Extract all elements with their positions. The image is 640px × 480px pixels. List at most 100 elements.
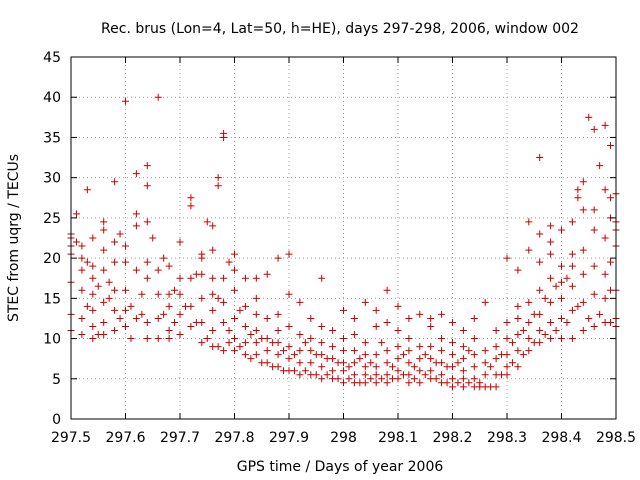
data-point bbox=[514, 331, 522, 339]
data-point bbox=[187, 194, 195, 202]
x-tick-label: 298.5 bbox=[596, 430, 636, 446]
data-point bbox=[122, 242, 129, 250]
data-point bbox=[607, 194, 615, 202]
data-point bbox=[220, 318, 228, 326]
data-point bbox=[301, 339, 309, 347]
data-point bbox=[481, 359, 489, 367]
data-point bbox=[252, 274, 260, 282]
data-point bbox=[607, 141, 615, 149]
data-point bbox=[410, 363, 418, 371]
data-point bbox=[405, 335, 413, 343]
data-point bbox=[416, 343, 424, 351]
data-point bbox=[187, 274, 195, 282]
data-point bbox=[274, 254, 282, 262]
data-point bbox=[100, 226, 108, 234]
data-point bbox=[122, 306, 129, 314]
data-point bbox=[547, 250, 555, 258]
data-point bbox=[454, 359, 462, 367]
data-point bbox=[601, 270, 609, 278]
data-point bbox=[83, 258, 91, 266]
data-point bbox=[318, 363, 326, 371]
data-point bbox=[383, 347, 391, 355]
data-point bbox=[236, 306, 244, 314]
data-point bbox=[132, 210, 140, 218]
data-point bbox=[449, 383, 456, 391]
data-point bbox=[579, 178, 587, 186]
data-point bbox=[525, 218, 533, 226]
data-point bbox=[122, 258, 129, 266]
data-point bbox=[318, 322, 326, 330]
data-point bbox=[465, 347, 473, 355]
data-point bbox=[596, 162, 604, 170]
data-point bbox=[514, 363, 522, 371]
axis-ticks bbox=[70, 56, 617, 420]
y-tick-label: 5 bbox=[52, 372, 61, 388]
data-point bbox=[579, 206, 587, 214]
data-point bbox=[231, 286, 238, 294]
data-point bbox=[449, 318, 456, 326]
data-point bbox=[187, 302, 195, 310]
data-point bbox=[568, 306, 576, 314]
data-point bbox=[72, 210, 80, 218]
data-point bbox=[416, 355, 424, 363]
data-point bbox=[378, 339, 386, 347]
data-point bbox=[220, 274, 228, 282]
data-point bbox=[405, 314, 413, 322]
data-point bbox=[438, 335, 446, 343]
data-point bbox=[236, 343, 244, 351]
data-point bbox=[558, 226, 565, 234]
data-point bbox=[307, 335, 315, 343]
x-tick-label: 298.3 bbox=[487, 430, 527, 446]
data-point bbox=[563, 318, 571, 326]
data-point bbox=[334, 375, 342, 383]
data-point bbox=[585, 314, 593, 322]
data-point bbox=[154, 314, 162, 322]
data-point bbox=[285, 343, 293, 351]
data-point bbox=[290, 351, 298, 359]
data-point bbox=[568, 262, 576, 270]
data-point bbox=[100, 298, 108, 306]
data-point bbox=[171, 318, 179, 326]
data-point bbox=[394, 302, 402, 310]
data-point bbox=[252, 339, 260, 347]
data-point bbox=[372, 371, 380, 379]
data-point bbox=[590, 322, 598, 330]
data-point bbox=[361, 351, 369, 359]
data-point bbox=[470, 335, 478, 343]
data-point bbox=[209, 327, 217, 335]
data-point bbox=[241, 274, 249, 282]
data-point bbox=[350, 371, 358, 379]
y-tick-label: 10 bbox=[43, 332, 61, 348]
data-point bbox=[318, 351, 326, 359]
data-point bbox=[601, 294, 609, 302]
data-point bbox=[225, 339, 233, 347]
data-point bbox=[296, 331, 304, 339]
data-point bbox=[165, 262, 173, 270]
data-point bbox=[601, 234, 609, 242]
data-point bbox=[552, 327, 560, 335]
data-point bbox=[209, 290, 217, 298]
data-point bbox=[149, 234, 157, 242]
data-point bbox=[307, 314, 315, 322]
data-point bbox=[416, 310, 424, 318]
data-point bbox=[459, 367, 467, 375]
data-point bbox=[198, 318, 206, 326]
data-point bbox=[547, 335, 555, 343]
data-point bbox=[410, 375, 418, 383]
data-point bbox=[329, 327, 337, 335]
data-point bbox=[536, 339, 544, 347]
data-point bbox=[394, 375, 402, 383]
data-point bbox=[449, 351, 456, 359]
data-point bbox=[492, 327, 500, 335]
data-point bbox=[525, 298, 533, 306]
data-point bbox=[481, 298, 489, 306]
data-point bbox=[301, 367, 309, 375]
data-point bbox=[340, 359, 347, 367]
data-point bbox=[160, 254, 168, 262]
data-point bbox=[127, 335, 135, 343]
data-point bbox=[503, 351, 511, 359]
data-point bbox=[427, 343, 435, 351]
data-point bbox=[449, 363, 456, 371]
data-point bbox=[198, 294, 206, 302]
data-point bbox=[405, 379, 413, 387]
